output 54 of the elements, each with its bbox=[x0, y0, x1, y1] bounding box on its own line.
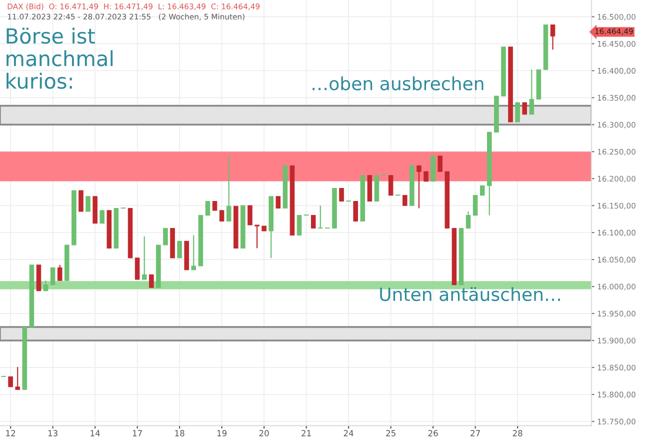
candlestick bbox=[522, 102, 527, 115]
candlestick bbox=[515, 102, 520, 122]
candlestick bbox=[254, 224, 260, 249]
candlestick bbox=[388, 175, 394, 196]
candlestick bbox=[43, 280, 48, 292]
candlestick bbox=[472, 195, 478, 216]
candlestick bbox=[8, 376, 13, 388]
candlestick bbox=[529, 69, 534, 115]
candlestick bbox=[226, 155, 232, 222]
x-tick-label: 21 bbox=[302, 430, 311, 436]
candlestick bbox=[86, 196, 90, 212]
candlestick bbox=[219, 210, 224, 222]
candlestick bbox=[134, 257, 140, 280]
candlestick bbox=[100, 210, 104, 224]
candlestick bbox=[15, 366, 20, 390]
candlestick bbox=[424, 171, 428, 182]
candlestick bbox=[318, 205, 323, 229]
candlestick bbox=[296, 215, 302, 236]
candlestick bbox=[57, 264, 62, 282]
candlestick bbox=[248, 205, 252, 226]
x-tick-label: 19 bbox=[217, 430, 227, 436]
x-tick-label: 26 bbox=[428, 430, 438, 436]
candlestick bbox=[191, 234, 196, 270]
x-tick-label: 24 bbox=[344, 430, 354, 436]
candlestick bbox=[142, 236, 147, 280]
candlestick bbox=[276, 196, 281, 209]
x-tick-label: 28 bbox=[512, 430, 522, 436]
candlestick bbox=[353, 200, 358, 222]
candlestick bbox=[550, 24, 556, 50]
x-tick-label: 14 bbox=[90, 430, 100, 436]
x-tick-label: 12 bbox=[6, 430, 16, 436]
candlestick bbox=[205, 200, 210, 216]
candlestick bbox=[402, 194, 408, 206]
candlestick bbox=[149, 274, 154, 288]
x-tick-label: 18 bbox=[175, 430, 184, 436]
candlestick bbox=[466, 210, 471, 229]
candlestick bbox=[416, 165, 422, 209]
x-tick-label: 25 bbox=[386, 430, 396, 436]
annotation: …oben ausbrechen bbox=[312, 76, 484, 90]
candlestick bbox=[177, 240, 182, 258]
x-tick-label: 13 bbox=[48, 430, 58, 436]
candlestick bbox=[480, 185, 485, 196]
annotation: Unten antäuschen… bbox=[380, 287, 560, 302]
candlestick bbox=[438, 156, 442, 172]
candlestick bbox=[310, 215, 316, 229]
candlestick bbox=[163, 228, 168, 246]
candlestick bbox=[339, 188, 344, 202]
x-tick-label: 17 bbox=[132, 430, 142, 436]
candlestick bbox=[78, 190, 84, 212]
annotation: Börse ist manchmal kurios: bbox=[6, 28, 113, 89]
x-tick-label: 27 bbox=[470, 430, 480, 436]
candlestick bbox=[212, 200, 218, 211]
x-tick-label: 20 bbox=[259, 430, 269, 436]
candlestick bbox=[50, 267, 56, 286]
